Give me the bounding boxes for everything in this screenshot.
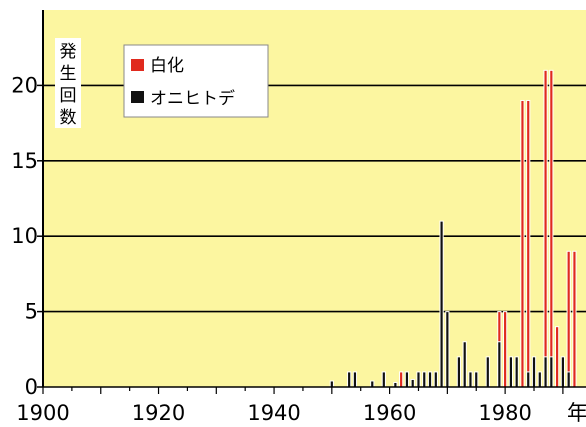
bar-cots-1985 — [531, 356, 537, 388]
bar-cots-1977 — [485, 356, 490, 388]
bar-cots-1964 — [410, 378, 415, 388]
bar-cots-1965 — [416, 371, 421, 388]
ticks — [37, 84, 564, 394]
bar-cots-1982 — [514, 356, 519, 388]
bar-cots-1984 — [526, 371, 531, 388]
bar-cots-1988 — [549, 356, 554, 388]
bar-cots-1954 — [352, 371, 358, 388]
bar-bleaching-1987 — [543, 69, 548, 388]
x-tick-label-1920: 1920 — [132, 401, 185, 425]
bar-cots-1966 — [422, 371, 427, 388]
y-axis-label-char: 回 — [60, 86, 77, 106]
y-tick-label-15: 15 — [11, 149, 38, 173]
x-tick-label-1980: 1980 — [478, 401, 531, 425]
bar-bleaching-1983 — [520, 99, 525, 388]
legend-label-bleaching: 白化 — [150, 56, 184, 76]
bar-bleaching-1992 — [572, 250, 577, 388]
legend-label-cots: オニヒトデ — [150, 88, 235, 109]
bar-cots-1963 — [404, 371, 410, 388]
bar-cots-1990 — [560, 356, 565, 388]
bar-bleaching-1980 — [503, 311, 508, 388]
x-tick-label-1900: 1900 — [16, 401, 69, 425]
bar-cots-1950 — [329, 380, 334, 388]
bar-cots-1991 — [566, 371, 571, 388]
y-tick-label-0: 0 — [25, 375, 38, 399]
bar-bleaching-1991 — [566, 250, 571, 388]
bar-cots-1959 — [381, 371, 386, 388]
y-axis-label-char: 数 — [60, 108, 77, 128]
bar-bleaching-1988 — [549, 69, 554, 388]
bar-cots-1957 — [370, 380, 375, 388]
y-axis-label-char: 発 — [60, 42, 77, 62]
y-tick-label-5: 5 — [25, 300, 38, 324]
x-tick-label-1940: 1940 — [247, 401, 300, 425]
y-tick-label-20: 20 — [11, 73, 38, 97]
bar-cots-1986 — [537, 371, 542, 388]
ylabel-box — [55, 38, 81, 128]
bar-cots-1968 — [433, 371, 438, 388]
legend-swatch-cots — [131, 91, 144, 103]
bar-cots-1970 — [445, 311, 450, 388]
bar-cots-1973 — [462, 341, 467, 388]
bar-cots-1953 — [347, 371, 352, 388]
y-tick-label-10: 10 — [11, 224, 38, 248]
bar-bleaching-1962 — [399, 371, 404, 388]
x-axis-unit-label: 年 — [567, 401, 586, 425]
bar-cots-1967 — [427, 371, 433, 388]
bar-cots-1975 — [474, 371, 479, 388]
legend-swatch-bleaching — [131, 59, 144, 71]
bar-cots-1969 — [439, 220, 444, 388]
legend-box — [123, 44, 269, 118]
x-tick-label-1960: 1960 — [363, 401, 416, 425]
bar-cots-1972 — [456, 356, 462, 388]
y-axis-label-char: 生 — [60, 64, 77, 84]
bar-cots-1981 — [508, 356, 514, 388]
bar-cots-1974 — [468, 371, 473, 388]
bar-cots-1987 — [543, 356, 548, 388]
tick-labels: 0 5 10 15 20 1900 1920 1940 1960 1980 — [11, 73, 532, 425]
bar-bleaching-1984 — [526, 99, 531, 388]
bar-bleaching-1989 — [555, 326, 560, 388]
bar-cots-1979 — [497, 341, 502, 388]
